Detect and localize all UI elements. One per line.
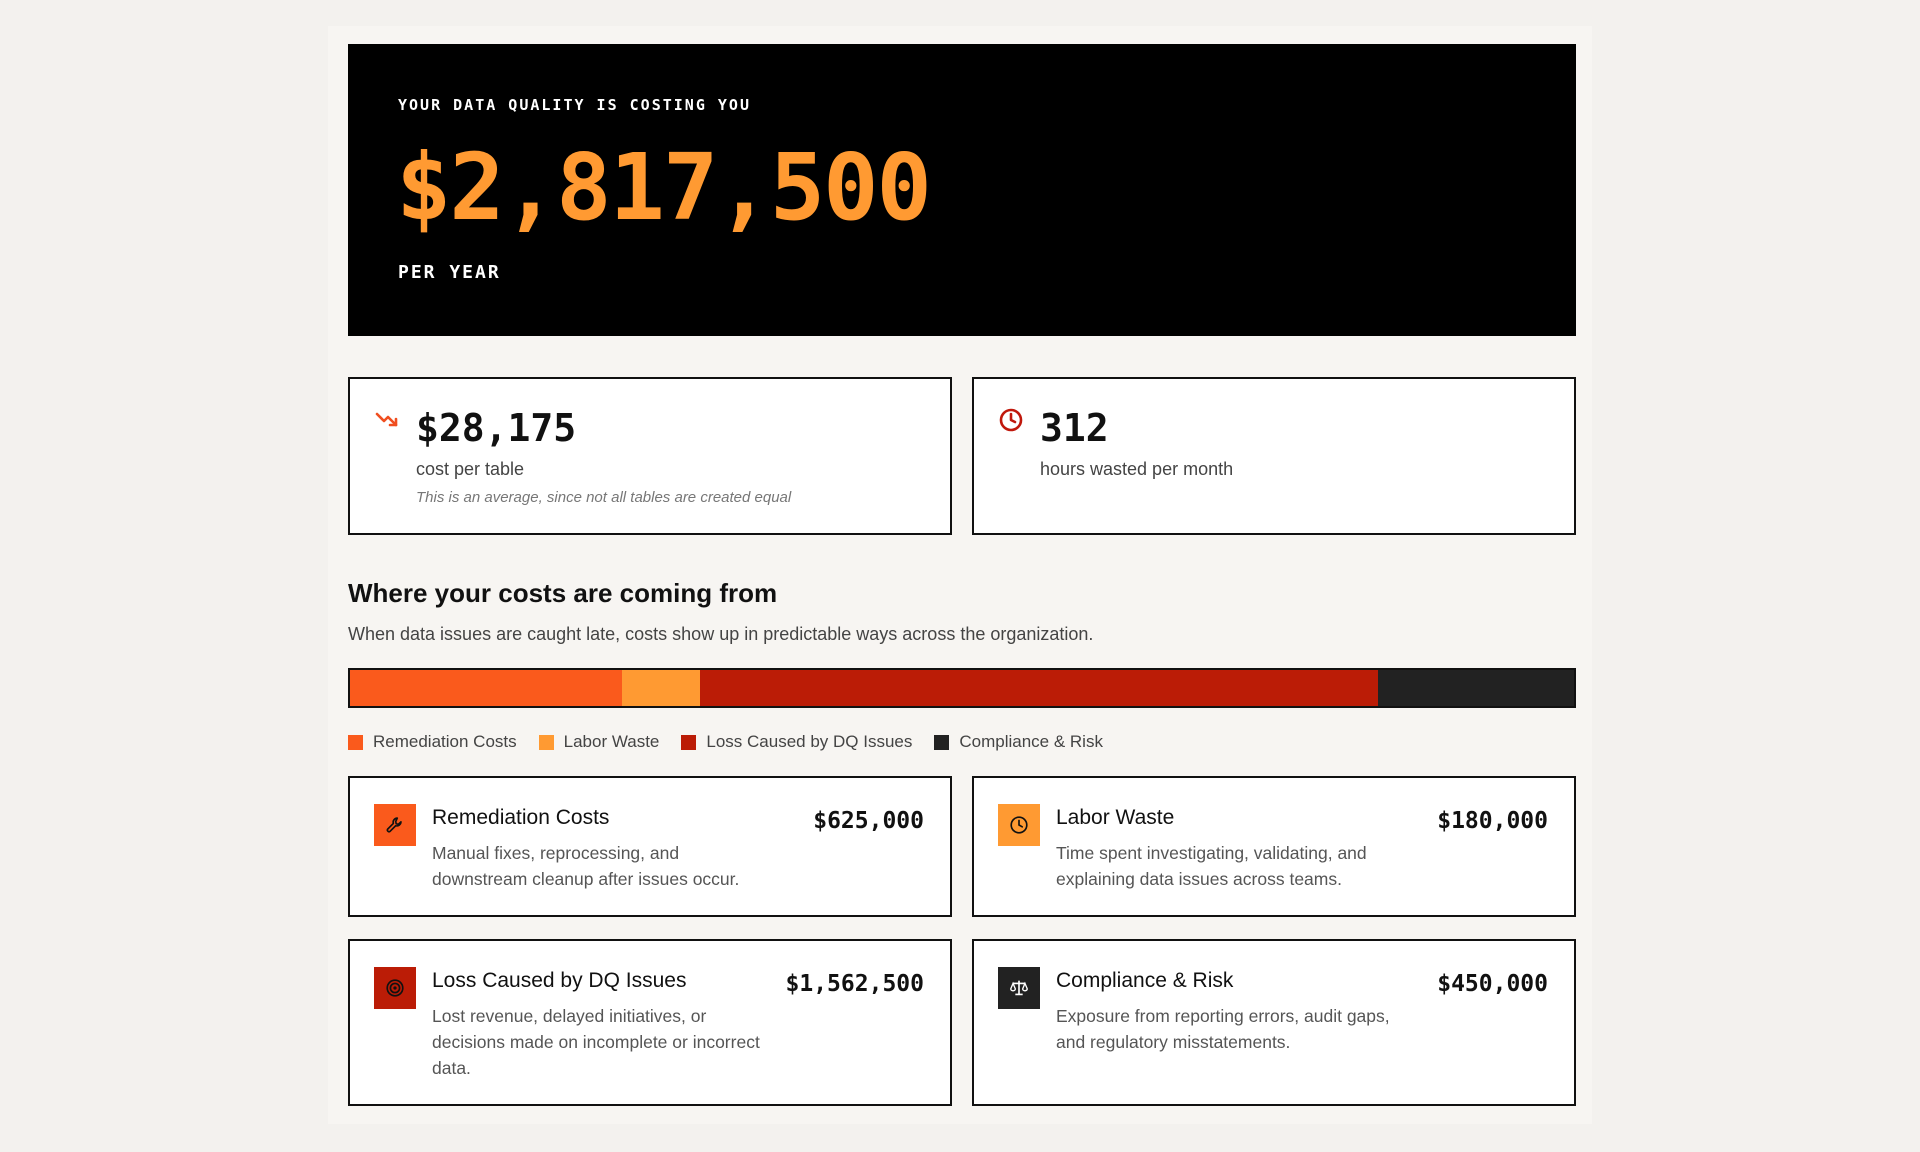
trending-down-icon — [375, 412, 398, 427]
legend-item-labor: Labor Waste — [538, 732, 660, 752]
hero-period: PER YEAR — [398, 262, 501, 283]
legend-swatch — [934, 734, 950, 750]
cost-bar-segment-compliance — [1378, 670, 1574, 706]
cost-legend: Remediation Costs Labor Waste Loss Cause… — [348, 732, 1103, 752]
cost-card-labor: Labor Waste Time spent investigating, va… — [972, 776, 1576, 917]
stat-label: hours wasted per month — [1040, 459, 1234, 479]
legend-item-loss: Loss Caused by DQ Issues — [681, 732, 912, 752]
stat-label: cost per table — [416, 459, 525, 479]
card-description: Time spent investigating, validating, an… — [1056, 843, 1367, 889]
card-title: Compliance & Risk — [1056, 969, 1234, 992]
stat-hours-wasted: 312 hours wasted per month — [972, 377, 1576, 535]
legend-item-compliance: Compliance & Risk — [934, 732, 1103, 752]
card-amount: $625,000 — [813, 808, 924, 834]
stat-value: 312 — [1040, 406, 1109, 450]
target-icon — [386, 979, 404, 997]
legend-label: Remediation Costs — [373, 732, 517, 751]
hero-amount: $2,817,500 — [396, 134, 932, 241]
clock-icon — [1010, 816, 1028, 834]
stat-cost-per-table: $28,175 cost per table This is an averag… — [348, 377, 952, 535]
legend-swatch — [538, 734, 554, 750]
legend-swatch — [348, 734, 363, 750]
cost-card-remediation: Remediation Costs Manual fixes, reproces… — [348, 776, 952, 917]
card-description: Manual fixes, reprocessing, and downstre… — [432, 843, 740, 889]
card-title: Labor Waste — [1056, 806, 1175, 829]
stat-value: $28,175 — [416, 406, 577, 450]
legend-item-remediation: Remediation Costs — [348, 732, 517, 752]
legend-swatch — [681, 734, 697, 750]
stat-note: This is an average, since not all tables… — [416, 489, 792, 506]
card-description: Lost revenue, delayed initiatives, or de… — [432, 1006, 760, 1078]
hero-eyebrow: YOUR DATA QUALITY IS COSTING YOU — [398, 96, 751, 114]
card-title: Loss Caused by DQ Issues — [432, 969, 687, 992]
card-icon-box — [374, 967, 416, 1009]
cost-bar-segment-remediation — [350, 670, 622, 706]
cost-bar-segment-loss — [699, 670, 1379, 706]
scale-icon — [1010, 980, 1028, 996]
card-amount: $180,000 — [1437, 808, 1548, 834]
card-title: Remediation Costs — [432, 806, 610, 829]
clock-icon — [999, 408, 1023, 432]
card-icon-box — [374, 804, 416, 846]
hero-banner: YOUR DATA QUALITY IS COSTING YOU $2,817,… — [348, 44, 1576, 336]
cost-card-compliance: Compliance & Risk Exposure from reportin… — [972, 939, 1576, 1106]
legend-label: Loss Caused by DQ Issues — [706, 732, 913, 751]
cost-bar-segment-labor — [621, 670, 700, 706]
section-description: When data issues are caught late, costs … — [348, 624, 1094, 644]
card-icon-box — [998, 967, 1040, 1009]
card-description: Exposure from reporting errors, audit ga… — [1056, 1006, 1390, 1052]
legend-label: Labor Waste — [563, 732, 660, 751]
wrench-icon — [386, 817, 402, 833]
legend-label: Compliance & Risk — [959, 732, 1103, 751]
card-amount: $1,562,500 — [785, 971, 924, 997]
card-icon-box — [998, 804, 1040, 846]
section-title: Where your costs are coming from — [348, 578, 778, 608]
card-amount: $450,000 — [1437, 971, 1548, 997]
cost-card-loss: Loss Caused by DQ Issues Lost revenue, d… — [348, 939, 952, 1106]
cost-breakdown-bar — [348, 668, 1576, 708]
